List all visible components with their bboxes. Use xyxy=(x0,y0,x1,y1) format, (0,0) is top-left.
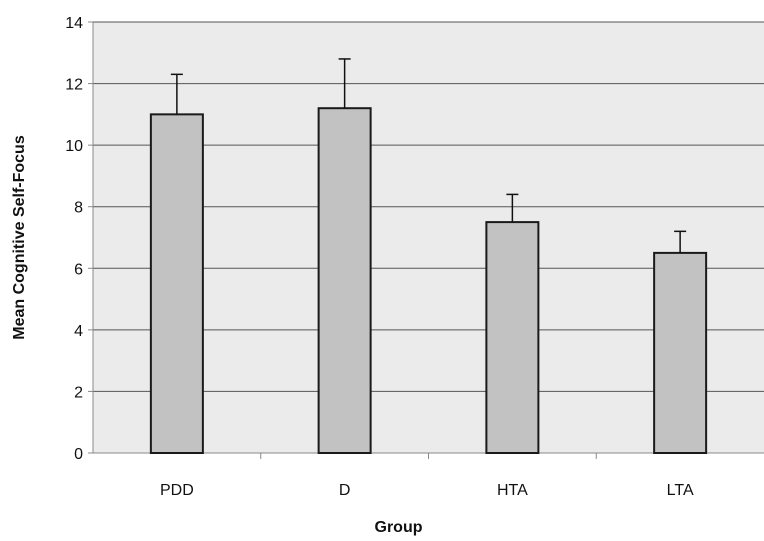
y-tick-labels: 0 2 4 6 8 10 12 14 xyxy=(65,15,83,463)
bar-d xyxy=(317,107,372,454)
bar-pdd xyxy=(149,113,204,454)
y-tick-label: 0 xyxy=(74,446,83,463)
x-tick-label: HTA xyxy=(497,482,528,499)
bar-hta xyxy=(485,221,540,454)
y-tick-label: 2 xyxy=(74,384,83,401)
y-tick-label: 4 xyxy=(74,323,83,340)
y-tick-label: 6 xyxy=(74,261,83,278)
y-tick-label: 10 xyxy=(65,138,83,155)
y-tick-label: 8 xyxy=(74,200,83,217)
axes xyxy=(88,21,764,459)
gridlines xyxy=(93,21,764,392)
bar-lta xyxy=(653,251,708,454)
y-axis-title: Mean Cognitive Self-Focus xyxy=(11,135,28,340)
x-tick-labels: PDD D HTA LTA xyxy=(160,482,694,499)
y-tick-label: 12 xyxy=(65,77,83,94)
bars xyxy=(149,107,708,454)
y-tick-label: 14 xyxy=(65,15,83,32)
x-tick-label: D xyxy=(339,482,351,499)
plot-area xyxy=(93,22,764,453)
x-tick-label: LTA xyxy=(667,482,694,499)
x-tick-label: PDD xyxy=(160,482,194,499)
error-bars xyxy=(170,58,687,253)
x-axis-title: Group xyxy=(375,519,423,536)
